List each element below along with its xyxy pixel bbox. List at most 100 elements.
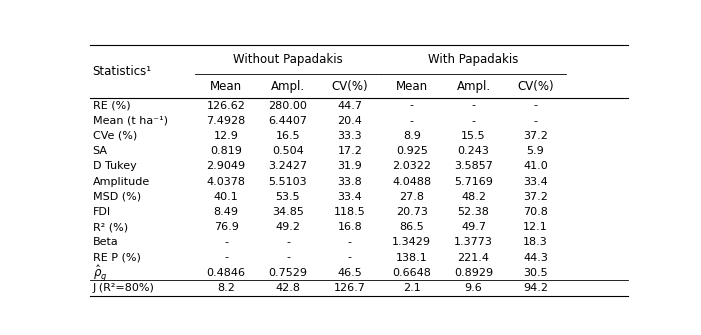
Text: 6.4407: 6.4407: [268, 116, 308, 126]
Text: MSD (%): MSD (%): [93, 192, 141, 202]
Text: -: -: [224, 253, 228, 263]
Text: 30.5: 30.5: [523, 268, 547, 278]
Text: -: -: [348, 238, 352, 247]
Text: 20.73: 20.73: [396, 207, 428, 217]
Text: 18.3: 18.3: [523, 238, 547, 247]
Text: 46.5: 46.5: [337, 268, 362, 278]
Text: Amplitude: Amplitude: [93, 177, 150, 187]
Text: 5.9: 5.9: [526, 146, 544, 156]
Text: 2.1: 2.1: [403, 283, 421, 293]
Text: 37.2: 37.2: [523, 192, 548, 202]
Text: 0.925: 0.925: [396, 146, 428, 156]
Text: 17.2: 17.2: [337, 146, 362, 156]
Text: 53.5: 53.5: [275, 192, 300, 202]
Text: 0.8929: 0.8929: [454, 268, 493, 278]
Text: -: -: [472, 100, 475, 111]
Text: 0.504: 0.504: [272, 146, 304, 156]
Text: 33.3: 33.3: [338, 131, 362, 141]
Text: Mean (t ha⁻¹): Mean (t ha⁻¹): [93, 116, 168, 126]
Text: 1.3773: 1.3773: [454, 238, 493, 247]
Text: 70.8: 70.8: [523, 207, 548, 217]
Text: 4.0378: 4.0378: [207, 177, 245, 187]
Text: 52.38: 52.38: [458, 207, 489, 217]
Text: J (R²=80%): J (R²=80%): [93, 283, 154, 293]
Text: 44.3: 44.3: [523, 253, 548, 263]
Text: 280.00: 280.00: [268, 100, 308, 111]
Text: 2.9049: 2.9049: [207, 161, 246, 171]
Text: 4.0488: 4.0488: [392, 177, 431, 187]
Text: Statistics¹: Statistics¹: [93, 65, 151, 78]
Text: 5.7169: 5.7169: [454, 177, 493, 187]
Text: -: -: [224, 238, 228, 247]
Text: RE (%): RE (%): [93, 100, 130, 111]
Text: 0.4846: 0.4846: [207, 268, 245, 278]
Text: With Papadakis: With Papadakis: [428, 53, 519, 66]
Text: 0.6648: 0.6648: [393, 268, 431, 278]
Text: -: -: [286, 253, 290, 263]
Text: 48.2: 48.2: [461, 192, 486, 202]
Text: 126.62: 126.62: [207, 100, 245, 111]
Text: 33.4: 33.4: [523, 177, 547, 187]
Text: 2.0322: 2.0322: [392, 161, 431, 171]
Text: RE P (%): RE P (%): [93, 253, 140, 263]
Text: 8.9: 8.9: [403, 131, 421, 141]
Text: 86.5: 86.5: [400, 222, 424, 232]
Text: 8.49: 8.49: [214, 207, 238, 217]
Text: Mean: Mean: [395, 79, 428, 92]
Text: 34.85: 34.85: [272, 207, 304, 217]
Text: 33.8: 33.8: [337, 177, 362, 187]
Text: 138.1: 138.1: [396, 253, 428, 263]
Text: 12.1: 12.1: [523, 222, 547, 232]
Text: 15.5: 15.5: [461, 131, 486, 141]
Text: 0.819: 0.819: [210, 146, 242, 156]
Text: 3.2427: 3.2427: [268, 161, 308, 171]
Text: 3.5857: 3.5857: [454, 161, 493, 171]
Text: CVe (%): CVe (%): [93, 131, 137, 141]
Text: 20.4: 20.4: [337, 116, 362, 126]
Text: 41.0: 41.0: [523, 161, 547, 171]
Text: 94.2: 94.2: [523, 283, 548, 293]
Text: 126.7: 126.7: [334, 283, 366, 293]
Text: 76.9: 76.9: [214, 222, 238, 232]
Text: Ampl.: Ampl.: [271, 79, 305, 92]
Text: Ampl.: Ampl.: [456, 79, 491, 92]
Text: -: -: [286, 238, 290, 247]
Text: CV(%): CV(%): [517, 79, 554, 92]
Text: 37.2: 37.2: [523, 131, 548, 141]
Text: 8.2: 8.2: [217, 283, 235, 293]
Text: 42.8: 42.8: [275, 283, 301, 293]
Text: 40.1: 40.1: [214, 192, 238, 202]
Text: 0.7529: 0.7529: [268, 268, 308, 278]
Text: -: -: [409, 100, 414, 111]
Text: R² (%): R² (%): [93, 222, 128, 232]
Text: 49.2: 49.2: [275, 222, 301, 232]
Text: Beta: Beta: [93, 238, 118, 247]
Text: -: -: [409, 116, 414, 126]
Text: 12.9: 12.9: [214, 131, 238, 141]
Text: 44.7: 44.7: [337, 100, 362, 111]
Text: -: -: [533, 100, 538, 111]
Text: 31.9: 31.9: [337, 161, 362, 171]
Text: 27.8: 27.8: [399, 192, 424, 202]
Text: D Tukey: D Tukey: [93, 161, 136, 171]
Text: 5.5103: 5.5103: [268, 177, 307, 187]
Text: -: -: [533, 116, 538, 126]
Text: 9.6: 9.6: [465, 283, 482, 293]
Text: 16.5: 16.5: [275, 131, 300, 141]
Text: 118.5: 118.5: [334, 207, 366, 217]
Text: 0.243: 0.243: [458, 146, 489, 156]
Text: SA: SA: [93, 146, 107, 156]
Text: -: -: [348, 253, 352, 263]
Text: 1.3429: 1.3429: [392, 238, 431, 247]
Text: CV(%): CV(%): [332, 79, 368, 92]
Text: 49.7: 49.7: [461, 222, 486, 232]
Text: 33.4: 33.4: [337, 192, 362, 202]
Text: $\hat{\rho}_{g}$: $\hat{\rho}_{g}$: [93, 263, 107, 283]
Text: 7.4928: 7.4928: [207, 116, 246, 126]
Text: -: -: [472, 116, 475, 126]
Text: Without Papadakis: Without Papadakis: [233, 53, 343, 66]
Text: 16.8: 16.8: [337, 222, 362, 232]
Text: 221.4: 221.4: [458, 253, 489, 263]
Text: Mean: Mean: [210, 79, 243, 92]
Text: FDI: FDI: [93, 207, 111, 217]
